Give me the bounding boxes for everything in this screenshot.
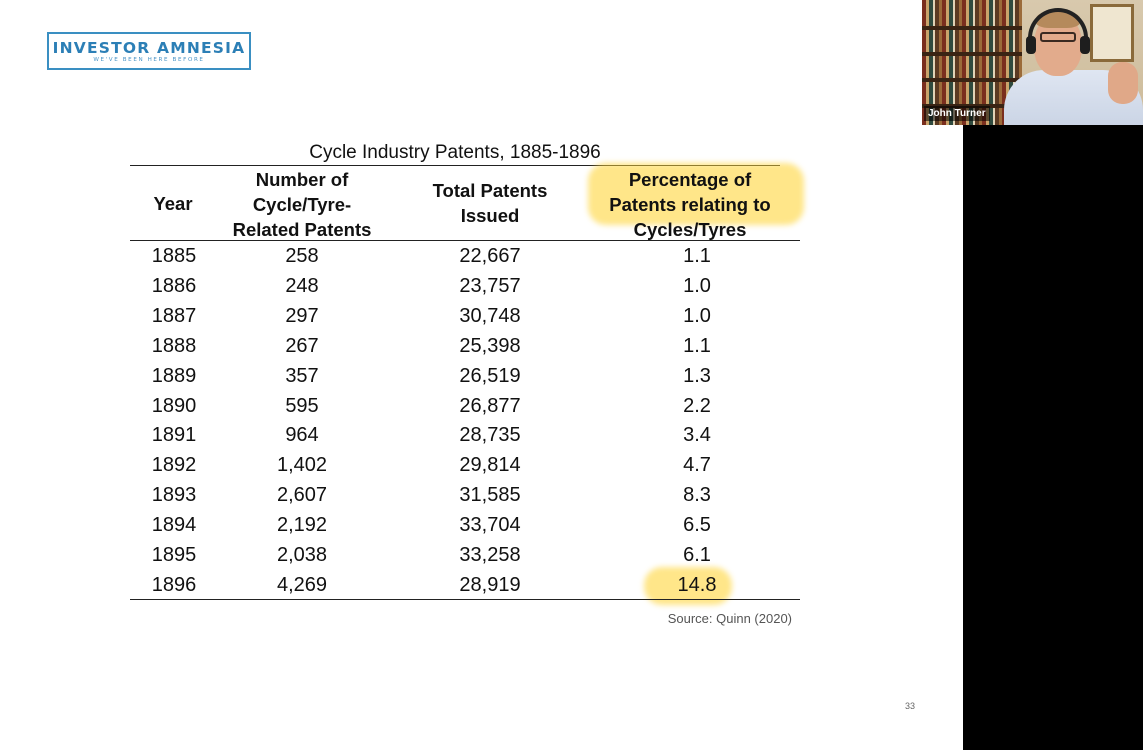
shelf-divider [922, 78, 1022, 82]
column-header-percentage: Percentage of Patents relating to Cycles… [590, 167, 790, 242]
cell-year: 1890 [151, 394, 197, 417]
cell-year: 1888 [151, 334, 197, 357]
cell-percentage: 1.0 [683, 274, 711, 297]
table-header-rule [130, 240, 800, 241]
table-row: 1891 964 28,735 3.4 [130, 420, 800, 450]
cell-year: 1887 [151, 304, 197, 327]
table-row: 1885 258 22,667 1.1 [130, 241, 800, 271]
cell-cycle-patents: 2,607 [276, 484, 328, 507]
cell-year: 1896 [151, 573, 197, 596]
cell-total-patents: 28,735 [459, 424, 521, 447]
cell-cycle-patents: 4,269 [276, 573, 328, 596]
picture-frame [1090, 4, 1134, 62]
cell-year: 1891 [151, 424, 197, 447]
table-row: 1892 1,402 29,814 4.7 [130, 450, 800, 480]
header-line: Number of [255, 169, 349, 190]
table-row: 1893 2,607 31,585 8.3 [130, 480, 800, 510]
cell-year: 1892 [151, 454, 197, 477]
cell-percentage: 1.0 [683, 304, 711, 327]
participant-video-tile[interactable]: John Turner [922, 0, 1143, 125]
shelf-divider [922, 52, 1022, 56]
slide-page-number: 33 [904, 701, 915, 711]
cell-percentage: 1.3 [683, 364, 711, 387]
cell-percentage: 6.1 [683, 544, 711, 566]
cell-percentage: 2.2 [683, 394, 711, 417]
investor-amnesia-logo: INVESTOR AMNESIA WE'VE BEEN HERE BEFORE [47, 32, 251, 70]
cell-total-patents: 22,667 [459, 245, 521, 267]
cell-percentage: 8.3 [683, 484, 711, 507]
table-top-rule [130, 165, 780, 166]
video-panel-background [963, 125, 1143, 750]
header-line: Issued [460, 205, 520, 226]
header-line: Related Patents [232, 219, 372, 240]
percentage-header-highlight [588, 163, 804, 225]
headset-earcup-left [1026, 36, 1036, 54]
table-row: 1895 2,038 33,258 6.1 [130, 540, 800, 570]
header-line: Cycle/Tyre- [252, 194, 352, 215]
cell-cycle-patents: 595 [285, 394, 319, 417]
cell-cycle-patents: 1,402 [276, 454, 328, 477]
column-header-cycle-patents: Number of Cycle/Tyre- Related Patents [202, 167, 402, 242]
column-header-year: Year [135, 191, 211, 216]
header-line: Percentage of [628, 169, 752, 190]
participant-name-label: John Turner [924, 106, 990, 121]
cell-cycle-patents: 267 [285, 334, 319, 357]
cell-year: 1889 [151, 364, 197, 387]
cell-percentage: 4.7 [683, 454, 711, 477]
table-row: 1886 248 23,757 1.0 [130, 271, 800, 301]
cell-percentage: 6.5 [683, 514, 711, 537]
percentage-1896-highlight [644, 567, 732, 605]
header-line: Year [153, 193, 193, 214]
cell-cycle-patents: 357 [285, 364, 319, 387]
cell-total-patents: 23,757 [459, 274, 521, 297]
cell-percentage: 3.4 [683, 424, 711, 447]
cell-year: 1893 [151, 484, 197, 507]
cell-total-patents: 26,519 [459, 364, 521, 387]
source-note: Source: Quinn (2020) [667, 611, 792, 626]
headset-icon [1028, 8, 1088, 52]
table-row: 1888 267 25,398 1.1 [130, 331, 800, 361]
cell-year: 1885 [151, 245, 197, 267]
cell-total-patents: 25,398 [459, 334, 521, 357]
cell-year: 1886 [151, 274, 197, 297]
cell-year: 1895 [151, 544, 197, 566]
logo-tagline: WE'VE BEEN HERE BEFORE [93, 57, 205, 63]
participant-hand [1108, 62, 1138, 104]
cell-cycle-patents: 297 [285, 304, 319, 327]
header-line: Cycles/Tyres [633, 219, 747, 240]
cell-cycle-patents: 248 [285, 274, 319, 297]
cell-total-patents: 33,704 [459, 514, 521, 537]
cell-cycle-patents: 2,192 [276, 514, 328, 537]
cell-total-patents: 29,814 [459, 454, 521, 477]
column-header-total-patents: Total Patents Issued [400, 178, 580, 228]
cell-total-patents: 31,585 [459, 484, 521, 507]
cell-cycle-patents: 2,038 [276, 544, 328, 566]
cell-percentage: 1.1 [683, 334, 711, 357]
shelf-divider [922, 26, 1022, 30]
table-row: 1896 4,269 28,919 14.8 [130, 570, 800, 600]
logo-name: INVESTOR AMNESIA [52, 39, 246, 57]
header-line: Patents relating to [609, 194, 771, 215]
table-row: 1890 595 26,877 2.2 [130, 391, 800, 421]
table-row: 1887 297 30,748 1.0 [130, 301, 800, 331]
cell-cycle-patents: 258 [285, 245, 319, 267]
cell-total-patents: 28,919 [459, 573, 521, 596]
cell-total-patents: 26,877 [459, 394, 521, 417]
headset-earcup-right [1080, 36, 1090, 54]
cell-year: 1894 [151, 514, 197, 537]
table-bottom-rule [130, 599, 800, 600]
cell-percentage: 1.1 [683, 245, 711, 267]
cell-cycle-patents: 964 [285, 424, 319, 447]
table-row: 1894 2,192 33,704 6.5 [130, 510, 800, 540]
table-title: Cycle Industry Patents, 1885-1896 [309, 142, 601, 163]
cell-total-patents: 30,748 [459, 304, 521, 327]
cell-percentage: 14.8 [677, 573, 717, 596]
cell-total-patents: 33,258 [459, 544, 521, 566]
header-line: Total Patents [432, 180, 548, 201]
table-row: 1889 357 26,519 1.3 [130, 361, 800, 391]
